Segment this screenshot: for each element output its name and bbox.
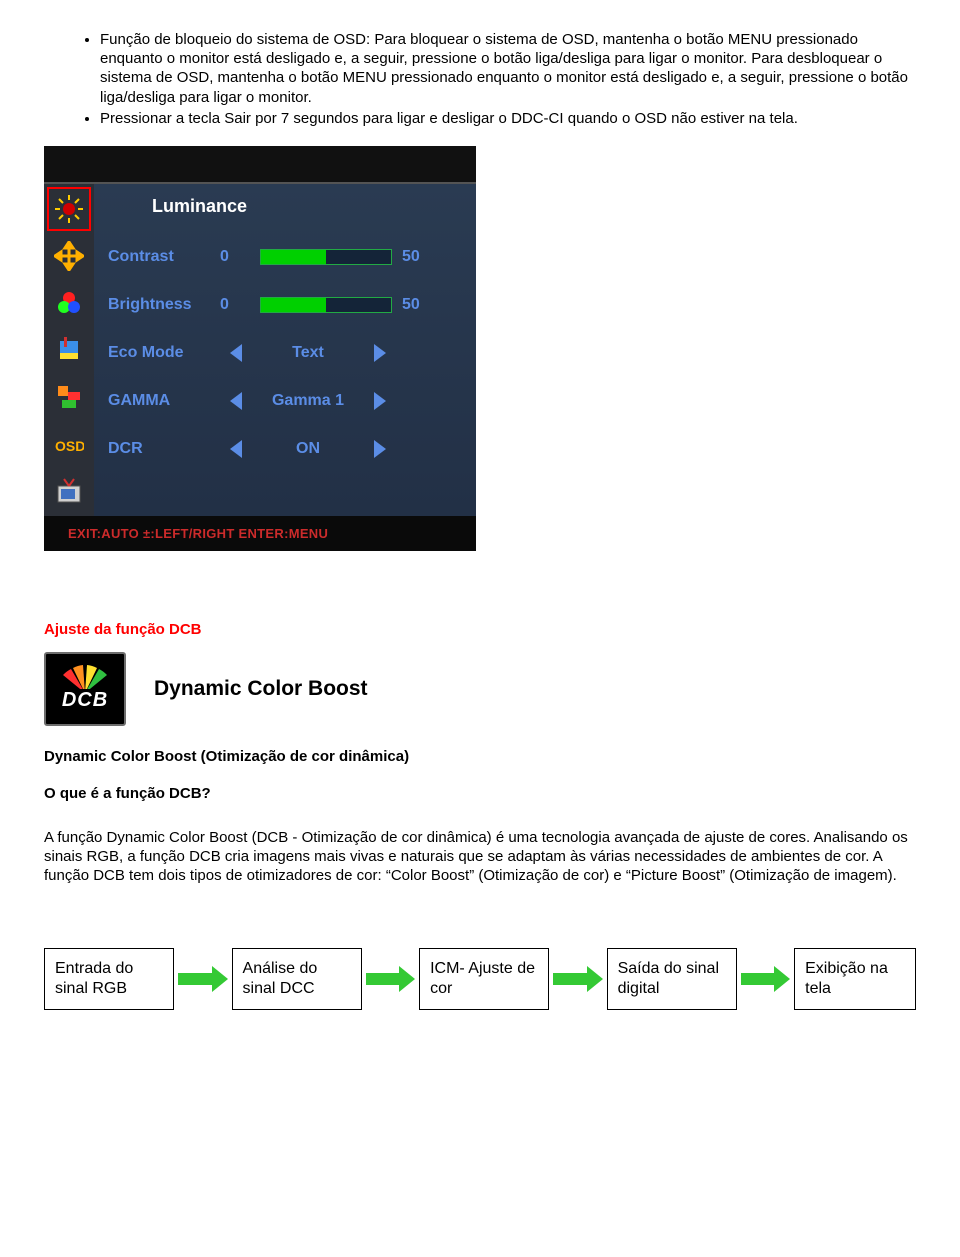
flow-box: Análise do sinal DCC — [232, 948, 362, 1010]
dcr-prev-icon[interactable] — [230, 440, 242, 458]
bullet-item: Pressionar a tecla Sair por 7 segundos p… — [100, 109, 916, 128]
tv-icon — [54, 476, 84, 506]
contrast-min: 0 — [220, 248, 250, 266]
label-eco: Eco Mode — [108, 344, 220, 362]
label-brightness: Brightness — [108, 296, 220, 314]
section-title-dcb: Ajuste da função DCB — [44, 621, 916, 638]
flow-diagram: Entrada do sinal RGB Análise do sinal DC… — [44, 948, 916, 1010]
dcb-fan-icon — [59, 665, 111, 689]
osd-text-icon: OSD — [54, 429, 84, 459]
row-dcr: DCR ON — [108, 429, 462, 469]
row-gamma: GAMMA Gamma 1 — [108, 381, 462, 421]
tab-color-temp[interactable] — [47, 281, 91, 325]
arrow-right-icon — [178, 970, 228, 988]
gamma-prev-icon[interactable] — [230, 392, 242, 410]
gamma-next-icon[interactable] — [374, 392, 386, 410]
contrast-value: 50 — [402, 248, 432, 266]
brightness-min: 0 — [220, 296, 250, 314]
dcb-logo-text: Dynamic Color Boost — [154, 677, 368, 701]
tab-image-setup[interactable] — [47, 234, 91, 278]
sun-icon — [54, 194, 84, 224]
osd-tab-column: OSD — [44, 184, 94, 516]
dcr-value: ON — [268, 440, 348, 458]
blocks-icon — [54, 382, 84, 412]
eco-next-icon[interactable] — [374, 344, 386, 362]
bullet-item: Função de bloqueio do sistema de OSD: Pa… — [100, 30, 916, 107]
arrow-right-icon — [366, 970, 416, 988]
osd-window: OSD Luminance Contrast 0 50 Brightness 0 — [44, 146, 476, 551]
dcb-logo-row: DCB Dynamic Color Boost — [44, 652, 916, 726]
osd-content: Luminance Contrast 0 50 Brightness 0 50 — [94, 184, 476, 516]
tab-osd-setup[interactable]: OSD — [47, 422, 91, 466]
label-contrast: Contrast — [108, 248, 220, 266]
osd-titlebar — [44, 146, 476, 184]
dcb-icon-label: DCB — [62, 689, 108, 712]
arrow-right-icon — [741, 970, 791, 988]
tab-picture-boost[interactable] — [47, 375, 91, 419]
contrast-slider[interactable] — [260, 249, 392, 265]
label-dcr: DCR — [108, 440, 220, 458]
row-eco: Eco Mode Text — [108, 333, 462, 373]
move-icon — [54, 241, 84, 271]
osd-page-title: Luminance — [108, 192, 462, 237]
eco-prev-icon[interactable] — [230, 344, 242, 362]
arrow-right-icon — [553, 970, 603, 988]
dcb-question: O que é a função DCB? — [44, 785, 916, 802]
flow-box: Entrada do sinal RGB — [44, 948, 174, 1010]
svg-text:OSD: OSD — [55, 438, 84, 454]
tab-extra[interactable] — [47, 469, 91, 513]
brightness-value: 50 — [402, 296, 432, 314]
row-brightness: Brightness 0 50 — [108, 285, 462, 325]
rgb-circles-icon — [54, 288, 84, 318]
dcr-next-icon[interactable] — [374, 440, 386, 458]
tab-color-boost[interactable] — [47, 328, 91, 372]
dcb-subtitle: Dynamic Color Boost (Otimização de cor d… — [44, 748, 916, 765]
eco-value: Text — [268, 344, 348, 362]
gamma-value: Gamma 1 — [268, 392, 348, 410]
tab-luminance[interactable] — [47, 187, 91, 231]
brightness-slider[interactable] — [260, 297, 392, 313]
flow-box: Saída do sinal digital — [607, 948, 737, 1010]
paint-icon — [54, 335, 84, 365]
label-gamma: GAMMA — [108, 392, 220, 410]
dcb-paragraph: A função Dynamic Color Boost (DCB - Otim… — [44, 828, 916, 886]
osd-footer: EXIT:AUTO ±:LEFT/RIGHT ENTER:MENU — [44, 516, 476, 551]
flow-box: Exibição na tela — [794, 948, 916, 1010]
bullet-list: Função de bloqueio do sistema de OSD: Pa… — [44, 30, 916, 128]
flow-box: ICM- Ajuste de cor — [419, 948, 549, 1010]
dcb-icon: DCB — [44, 652, 126, 726]
row-contrast: Contrast 0 50 — [108, 237, 462, 277]
